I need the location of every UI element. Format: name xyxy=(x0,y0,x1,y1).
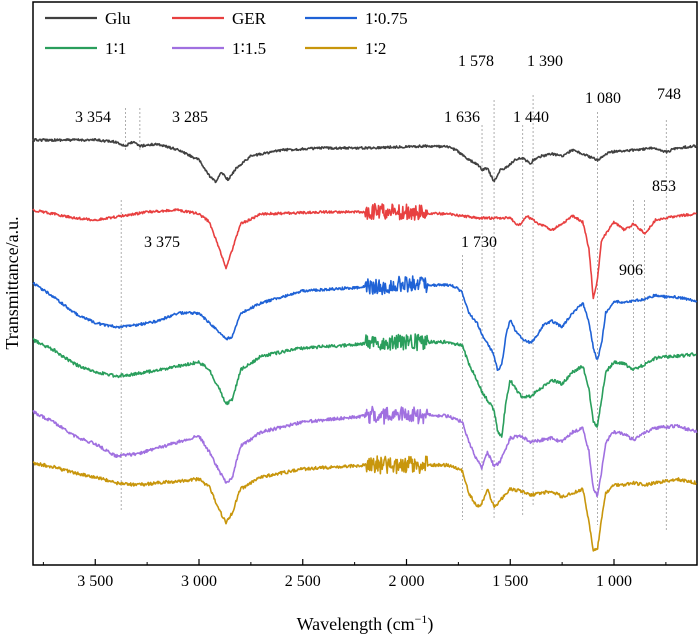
peak-label-0: 3 354 xyxy=(75,109,111,126)
peak-label-5: 1 390 xyxy=(527,53,563,70)
reference-lines xyxy=(120,95,667,530)
series-line-0 xyxy=(32,138,698,184)
peak-label-8: 1 080 xyxy=(585,90,621,107)
peak-label-4: 1 578 xyxy=(458,53,494,70)
x-axis-title: Wavelength (cm−1) xyxy=(297,612,434,635)
peak-label-7: 1 730 xyxy=(461,234,497,251)
x-tick-label-3500: 3 500 xyxy=(77,573,113,590)
peak-label-1: 3 285 xyxy=(172,109,208,126)
series-line-4 xyxy=(32,405,698,498)
series-line-5 xyxy=(32,455,697,552)
peak-label-3: 1 636 xyxy=(444,109,480,126)
peak-label-9: 748 xyxy=(657,86,681,103)
x-axis-ticks: 3 500 3 000 2 500 2 000 1 500 1 000 xyxy=(42,559,667,590)
series-line-3 xyxy=(32,333,697,438)
legend-label-5: 1∶2 xyxy=(365,39,386,58)
peak-label-2: 3 375 xyxy=(144,234,180,251)
legend: Glu GER 1∶0.75 1∶1 1∶1.5 1∶2 xyxy=(45,9,408,58)
series-line-2 xyxy=(32,275,698,371)
x-tick-label-3000: 3 000 xyxy=(181,573,217,590)
x-tick-label-2500: 2 500 xyxy=(285,573,321,590)
legend-label-0: Glu xyxy=(105,9,131,28)
x-tick-label-2000: 2 000 xyxy=(389,573,425,590)
y-axis-title: Transmittance/a.u. xyxy=(2,216,22,349)
legend-label-3: 1∶1 xyxy=(105,39,126,58)
legend-label-2: 1∶0.75 xyxy=(365,9,408,28)
peak-annotations: 3 354 3 285 3 375 1 636 1 578 1 390 1 440 1 730… xyxy=(75,53,681,279)
series-layer xyxy=(32,138,698,552)
x-tick-label-1000: 1 000 xyxy=(596,573,632,590)
x-tick-label-1500: 1 500 xyxy=(492,573,528,590)
peak-label-10: 853 xyxy=(652,178,676,195)
peak-label-11: 906 xyxy=(619,262,643,279)
legend-label-1: GER xyxy=(232,9,267,28)
peak-label-6: 1 440 xyxy=(513,109,549,126)
series-line-1 xyxy=(32,202,697,300)
legend-label-4: 1∶1.5 xyxy=(232,39,266,58)
